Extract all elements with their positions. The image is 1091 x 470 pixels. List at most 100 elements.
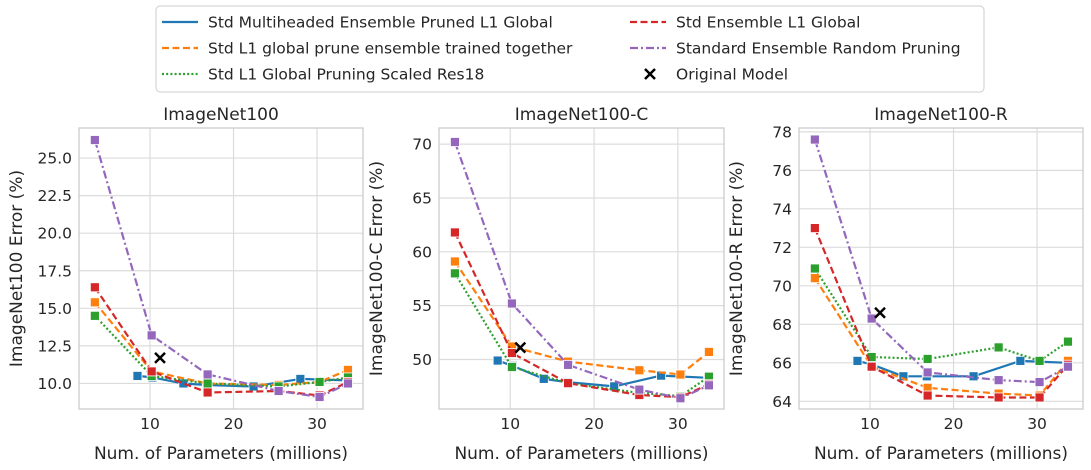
y-tick-label: 17.5 — [37, 262, 72, 280]
data-point — [563, 378, 573, 389]
series-line — [813, 139, 1069, 384]
plot-frame — [798, 127, 1084, 410]
data-point — [563, 359, 573, 370]
series-line — [453, 141, 710, 400]
x-tick-label: 30 — [307, 415, 327, 433]
y-tick-label: 12.5 — [37, 337, 72, 355]
data-point — [1063, 336, 1073, 347]
y-tick-label: 20.0 — [37, 225, 72, 243]
legend-item: Original Model — [644, 66, 788, 84]
legend-item: Std Multiheaded Ensemble Pruned L1 Globa… — [162, 14, 553, 32]
plot-frame — [78, 127, 364, 410]
y-tick-label: 50 — [412, 351, 432, 369]
panel-2: 50 55 60 65 70 10 20 30 ImageNet100-C Num. of Par… — [367, 105, 725, 464]
data-point — [89, 310, 100, 321]
y-tick-label: 78 — [772, 123, 792, 141]
x-tick-label: 20 — [944, 415, 964, 433]
y-tick-label: 66 — [772, 354, 792, 372]
y-tick-label: 74 — [772, 200, 792, 218]
x-tick-label: 10 — [140, 415, 160, 433]
data-point — [514, 341, 527, 354]
data-point — [993, 342, 1004, 353]
data-point — [507, 298, 517, 309]
x-tick-label: 20 — [224, 415, 244, 433]
legend-item: Std L1 global prune ensemble trained tog… — [162, 40, 573, 58]
legend-item: Std L1 Global Pruning Scaled Res18 — [162, 66, 484, 84]
chart-panels: 10.0 12.5 15.0 17.5 20.0 22.5 25.0 10 20 30 ImageN… — [7, 105, 1084, 464]
data-point — [202, 387, 213, 398]
panel-1: 10.0 12.5 15.0 17.5 20.0 22.5 25.0 10 20 30 ImageN… — [7, 105, 364, 464]
x-tick-label: 10 — [500, 415, 520, 433]
data-point — [1063, 361, 1073, 372]
x-axis-label: Num. of Parameters (millions) — [814, 444, 1068, 464]
plot-area — [439, 128, 724, 409]
y-tick-label: 15.0 — [37, 300, 72, 318]
y-tick-label: 65 — [412, 189, 432, 207]
x-axis-label: Num. of Parameters (millions) — [454, 444, 708, 464]
legend-label: Original Model — [676, 66, 788, 84]
x-tick-label: 10 — [860, 415, 880, 433]
data-point — [1034, 377, 1045, 387]
y-axis-label: ImageNet100-C Error (%) — [367, 161, 387, 376]
data-point — [809, 134, 820, 145]
y-tick-label: 25.0 — [37, 150, 72, 168]
data-point — [866, 361, 877, 372]
data-point — [450, 268, 460, 279]
data-point — [507, 362, 517, 372]
data-point — [314, 377, 325, 387]
panel-3: 64 66 68 70 72 74 76 78 10 20 30 ImageNet100-R Num. … — [727, 105, 1084, 464]
data-point — [852, 355, 863, 366]
y-tick-label: 72 — [772, 239, 792, 257]
series-line — [813, 277, 1069, 397]
data-point — [874, 306, 886, 319]
y-tick-label: 70 — [412, 136, 432, 154]
data-point — [993, 375, 1004, 386]
series-std-l1-global-pruning-scaled-res18 — [809, 263, 1073, 366]
y-tick-label: 10.0 — [37, 375, 72, 393]
data-point — [1015, 355, 1026, 366]
series-standard-ensemble-random-pruning — [89, 135, 353, 402]
data-point — [132, 371, 143, 381]
data-point — [809, 273, 820, 284]
data-point — [656, 370, 667, 381]
legend-label: Standard Ensemble Random Pruning — [676, 40, 961, 58]
data-point — [89, 282, 100, 293]
y-tick-label: 60 — [412, 243, 432, 261]
data-point — [538, 373, 549, 384]
data-point — [866, 313, 877, 324]
legend-label: Std Multiheaded Ensemble Pruned L1 Globa… — [208, 14, 553, 32]
data-point — [146, 366, 157, 377]
data-point — [675, 393, 686, 404]
legend-label: Std L1 Global Pruning Scaled Res18 — [208, 66, 484, 84]
legend: Std Multiheaded Ensemble Pruned L1 Globa… — [155, 5, 985, 93]
data-point — [89, 135, 100, 145]
data-point — [273, 386, 284, 396]
panel-title: ImageNet100-C — [515, 105, 649, 125]
data-point — [492, 355, 503, 366]
y-axis-label: ImageNet100 Error (%) — [7, 170, 27, 367]
legend-item: Standard Ensemble Random Pruning — [630, 40, 961, 58]
data-point — [922, 367, 933, 378]
data-point — [343, 378, 353, 389]
data-point — [922, 354, 933, 364]
data-point — [450, 227, 460, 238]
plot-frame — [438, 127, 725, 410]
data-point — [154, 352, 166, 364]
panel-title: ImageNet100 — [163, 105, 279, 125]
legend-label: Std L1 global prune ensemble trained tog… — [208, 40, 573, 58]
data-point — [704, 380, 714, 391]
data-point — [1034, 355, 1045, 366]
data-point — [202, 378, 213, 389]
legend-marker-x — [644, 68, 656, 80]
data-point — [809, 263, 820, 274]
x-axis-label: Num. of Parameters (millions) — [94, 444, 348, 464]
panel-title: ImageNet100-R — [874, 105, 1008, 125]
plot-area — [79, 128, 363, 409]
data-point — [898, 371, 909, 382]
data-point — [993, 392, 1004, 403]
data-point — [809, 223, 820, 233]
data-point — [922, 390, 933, 401]
data-point — [314, 392, 325, 402]
y-tick-label: 76 — [772, 162, 792, 180]
